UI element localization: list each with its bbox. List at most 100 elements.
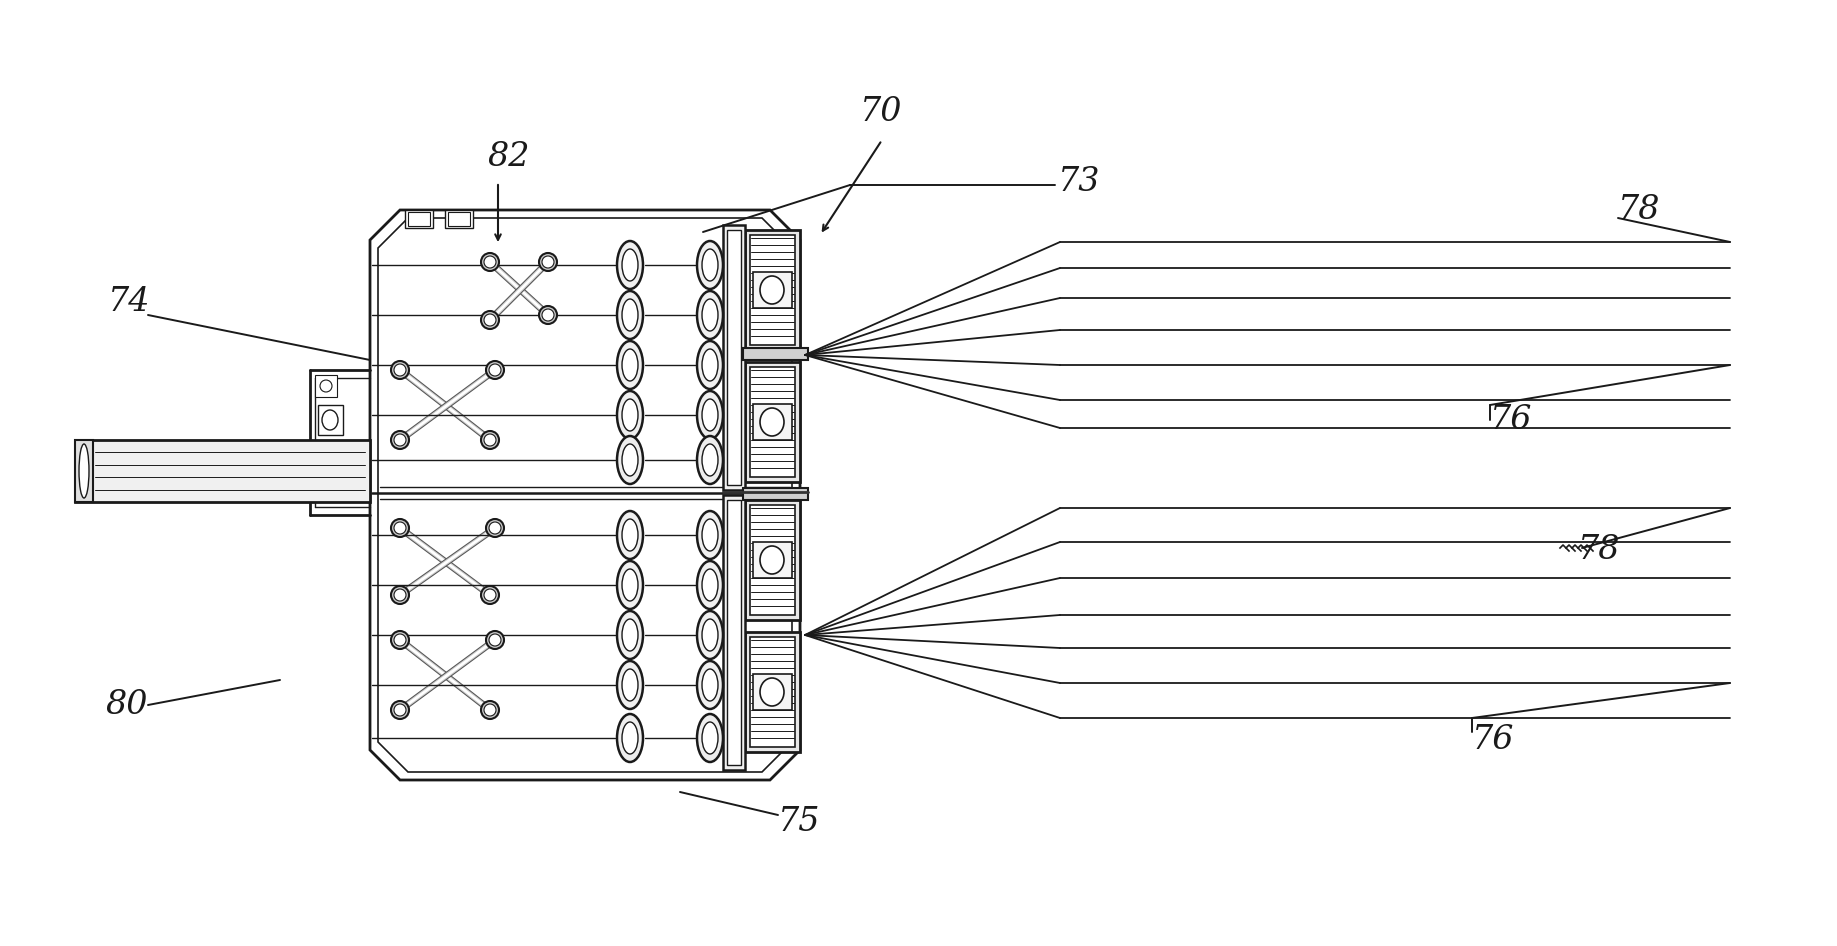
Ellipse shape [538, 253, 557, 271]
Bar [742, 488, 808, 500]
Bar [753, 272, 792, 308]
Ellipse shape [702, 619, 718, 651]
Ellipse shape [393, 634, 406, 646]
Ellipse shape [696, 291, 724, 339]
Ellipse shape [617, 391, 643, 439]
Ellipse shape [391, 361, 410, 379]
Ellipse shape [393, 704, 406, 716]
Ellipse shape [483, 434, 496, 446]
Ellipse shape [391, 519, 410, 537]
Bar [753, 542, 792, 578]
Bar [314, 375, 336, 397]
Ellipse shape [391, 701, 410, 719]
Text: 70: 70 [860, 96, 902, 128]
Bar [727, 500, 740, 765]
Ellipse shape [702, 669, 718, 701]
Bar [75, 440, 94, 502]
Ellipse shape [696, 561, 724, 609]
Ellipse shape [393, 522, 406, 534]
Ellipse shape [623, 299, 637, 331]
Ellipse shape [623, 722, 637, 754]
Ellipse shape [391, 631, 410, 649]
Ellipse shape [696, 241, 724, 289]
Text: 76: 76 [1471, 724, 1514, 756]
Ellipse shape [79, 444, 88, 498]
Ellipse shape [761, 678, 784, 706]
Ellipse shape [617, 511, 643, 559]
Ellipse shape [617, 341, 643, 389]
Ellipse shape [481, 311, 500, 329]
Ellipse shape [483, 314, 496, 326]
Text: 78: 78 [1618, 194, 1661, 226]
Ellipse shape [623, 399, 637, 431]
Bar [753, 404, 792, 440]
Ellipse shape [489, 364, 502, 376]
Bar [749, 235, 795, 345]
Ellipse shape [702, 519, 718, 551]
Ellipse shape [321, 410, 338, 430]
Ellipse shape [623, 569, 637, 601]
Polygon shape [378, 218, 792, 772]
Bar [404, 210, 434, 228]
Ellipse shape [623, 249, 637, 281]
Ellipse shape [489, 634, 502, 646]
Ellipse shape [617, 611, 643, 659]
Ellipse shape [542, 309, 555, 321]
Ellipse shape [696, 714, 724, 762]
Ellipse shape [623, 669, 637, 701]
Ellipse shape [483, 589, 496, 601]
Ellipse shape [481, 253, 500, 271]
Bar [448, 212, 470, 226]
Ellipse shape [487, 519, 503, 537]
Ellipse shape [542, 256, 555, 268]
Ellipse shape [696, 341, 724, 389]
Ellipse shape [761, 276, 784, 304]
Ellipse shape [320, 380, 332, 392]
Ellipse shape [489, 522, 502, 534]
Ellipse shape [617, 661, 643, 709]
Ellipse shape [483, 704, 496, 716]
Ellipse shape [617, 291, 643, 339]
Text: 75: 75 [779, 806, 821, 838]
Bar [724, 225, 746, 490]
Bar [724, 495, 746, 770]
Ellipse shape [696, 436, 724, 484]
Bar [727, 230, 740, 485]
Bar [318, 405, 344, 435]
Ellipse shape [617, 241, 643, 289]
Bar [742, 348, 808, 360]
Ellipse shape [702, 249, 718, 281]
Ellipse shape [481, 431, 500, 449]
Ellipse shape [623, 444, 637, 476]
Bar [753, 674, 792, 710]
Text: 73: 73 [1058, 166, 1100, 198]
Ellipse shape [487, 631, 503, 649]
Ellipse shape [487, 361, 503, 379]
Bar [445, 210, 472, 228]
Ellipse shape [696, 511, 724, 559]
Ellipse shape [702, 569, 718, 601]
Ellipse shape [481, 586, 500, 604]
Bar [746, 632, 799, 752]
Ellipse shape [483, 256, 496, 268]
Bar [749, 505, 795, 615]
Bar [746, 362, 799, 482]
Text: 80: 80 [105, 689, 147, 721]
Bar [749, 637, 795, 747]
Ellipse shape [393, 434, 406, 446]
Bar [746, 230, 799, 350]
Ellipse shape [696, 611, 724, 659]
Ellipse shape [702, 349, 718, 381]
Ellipse shape [702, 722, 718, 754]
Ellipse shape [696, 391, 724, 439]
Ellipse shape [481, 701, 500, 719]
Ellipse shape [393, 589, 406, 601]
Text: 82: 82 [489, 141, 531, 173]
Ellipse shape [761, 408, 784, 436]
Ellipse shape [617, 714, 643, 762]
Ellipse shape [617, 436, 643, 484]
Ellipse shape [623, 619, 637, 651]
Text: 74: 74 [108, 286, 151, 318]
Ellipse shape [538, 306, 557, 324]
Bar [408, 212, 430, 226]
